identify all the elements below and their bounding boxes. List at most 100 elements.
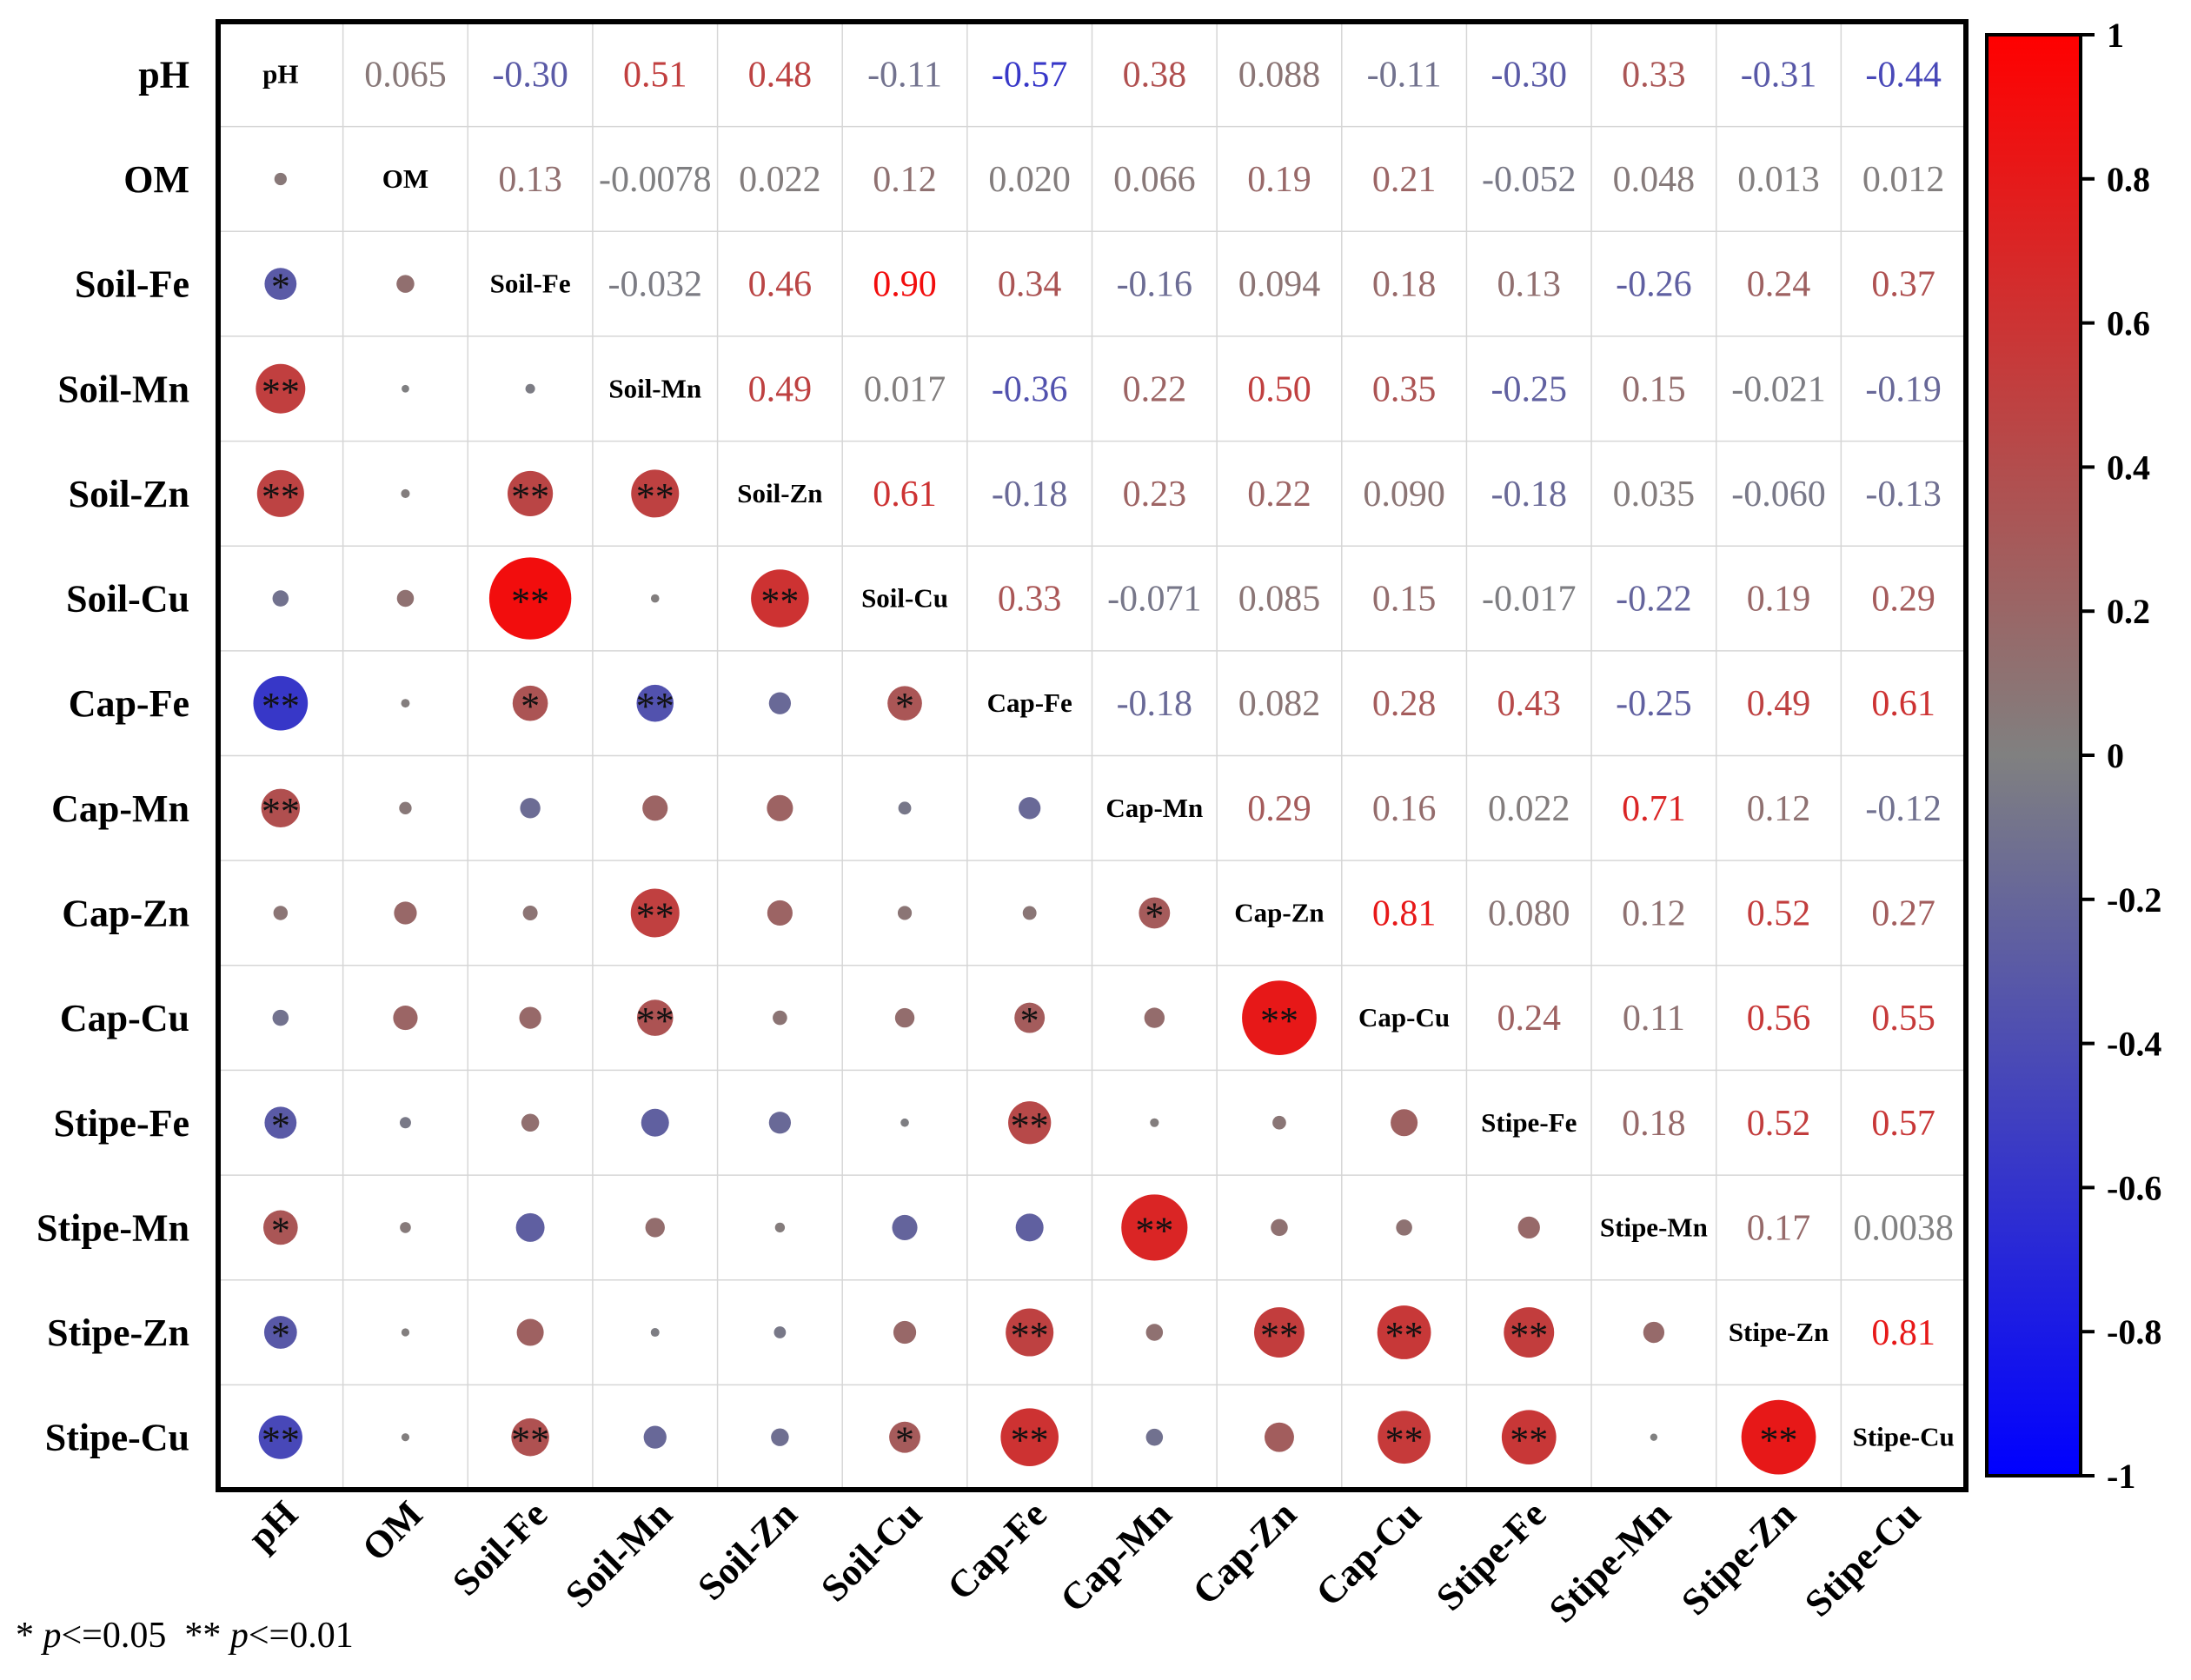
diag-label-om: OM bbox=[382, 163, 428, 194]
corr-circle bbox=[515, 1212, 545, 1242]
row-label-stipe-cu: Stipe-Cu bbox=[45, 1417, 189, 1459]
significance-mark: ** bbox=[1011, 1419, 1049, 1462]
coef-label: 0.55 bbox=[1871, 999, 1935, 1039]
coef-label: -0.26 bbox=[1616, 265, 1692, 305]
coef-label: 0.28 bbox=[1372, 684, 1437, 724]
coef-label: 0.18 bbox=[1372, 265, 1437, 305]
significance-mark: * bbox=[271, 1314, 290, 1357]
diag-label-soil-cu: Soil-Cu bbox=[861, 583, 948, 614]
col-label-stipe-mn: Stipe-Mn bbox=[1541, 1492, 1679, 1630]
row-label-cap-zn: Cap-Zn bbox=[62, 892, 189, 934]
coef-label: -0.16 bbox=[1117, 265, 1193, 305]
significance-mark: ** bbox=[1135, 1209, 1173, 1252]
col-label-stipe-fe: Stipe-Fe bbox=[1428, 1492, 1554, 1618]
corr-circle bbox=[642, 795, 668, 821]
corr-circle bbox=[1145, 1428, 1164, 1446]
corr-circle bbox=[889, 1421, 920, 1453]
corr-circle bbox=[1271, 1218, 1288, 1237]
coef-label: -0.25 bbox=[1491, 369, 1568, 409]
col-label-soil-mn: Soil-Mn bbox=[557, 1492, 681, 1616]
note-star-double: ** bbox=[184, 1616, 222, 1656]
corr-circle bbox=[263, 1316, 297, 1349]
corr-circle bbox=[1650, 1433, 1658, 1441]
colorbar-tick-label: 0.8 bbox=[2107, 160, 2150, 199]
corr-circle bbox=[1377, 1305, 1431, 1359]
significance-mark: ** bbox=[1011, 1314, 1049, 1357]
diag-label-cap-fe: Cap-Fe bbox=[987, 687, 1072, 718]
coef-label: 0.71 bbox=[1622, 789, 1686, 829]
corr-circle bbox=[1272, 1115, 1286, 1130]
corr-circle bbox=[645, 1218, 665, 1238]
col-label-cap-zn: Cap-Zn bbox=[1185, 1492, 1305, 1612]
corr-circle bbox=[1150, 1118, 1159, 1127]
coef-label: 0.088 bbox=[1238, 55, 1321, 95]
col-label-soil-zn: Soil-Zn bbox=[689, 1492, 805, 1608]
significance-mark: * bbox=[895, 1419, 914, 1462]
col-label-cap-cu: Cap-Cu bbox=[1308, 1492, 1430, 1614]
row-label-stipe-mn: Stipe-Mn bbox=[37, 1206, 189, 1249]
corr-circle bbox=[258, 1415, 302, 1459]
coef-label: 0.17 bbox=[1747, 1208, 1811, 1248]
corr-circle bbox=[256, 363, 306, 414]
diag-label-stipe-cu: Stipe-Cu bbox=[1853, 1422, 1955, 1452]
coef-label: -0.017 bbox=[1482, 580, 1577, 620]
corr-circle bbox=[1139, 897, 1171, 929]
corr-circle bbox=[256, 469, 304, 517]
coef-label: 0.29 bbox=[1247, 789, 1311, 829]
corr-circle bbox=[272, 1009, 289, 1026]
coef-label: 0.035 bbox=[1613, 475, 1696, 515]
corr-circle bbox=[1265, 1422, 1294, 1452]
coef-label: -0.44 bbox=[1865, 55, 1942, 95]
corr-circle bbox=[488, 557, 572, 640]
col-label-om: OM bbox=[354, 1492, 430, 1569]
coef-label: 0.0038 bbox=[1853, 1208, 1954, 1248]
corr-circle bbox=[1006, 1308, 1054, 1357]
coef-label: 0.51 bbox=[623, 55, 687, 95]
colorbar: 1 0.8 0.6 0.4 0.2 0 -0.2 -0.4 -0.6 -0.8 -1 bbox=[1985, 16, 2161, 1496]
colorbar-tick-label: 0.4 bbox=[2107, 448, 2150, 487]
coef-label: -0.30 bbox=[1491, 55, 1568, 95]
corr-circle bbox=[1391, 1109, 1418, 1137]
significance-mark: ** bbox=[636, 475, 674, 518]
corr-circle bbox=[525, 383, 535, 394]
corr-circle bbox=[1008, 1101, 1052, 1145]
diag-label-ph: pH bbox=[262, 58, 298, 89]
corr-circle bbox=[272, 590, 289, 607]
coef-label: 0.49 bbox=[748, 369, 813, 409]
corr-circle bbox=[1242, 980, 1317, 1055]
corr-circle bbox=[274, 172, 287, 186]
corr-circle bbox=[401, 488, 410, 498]
corr-circle bbox=[767, 900, 793, 926]
significance-mark: ** bbox=[511, 475, 549, 518]
corr-circle bbox=[893, 1320, 917, 1345]
coef-label: -0.36 bbox=[992, 369, 1068, 409]
coef-label: 0.082 bbox=[1238, 684, 1321, 724]
coef-label: 0.81 bbox=[1372, 893, 1437, 933]
corr-circle bbox=[516, 1318, 544, 1346]
significance-mark: ** bbox=[262, 790, 300, 833]
coef-label: 0.12 bbox=[1747, 789, 1811, 829]
coef-label: 0.52 bbox=[1747, 893, 1811, 933]
corr-circle bbox=[771, 1428, 789, 1446]
corr-circle bbox=[399, 801, 412, 814]
col-label-stipe-zn: Stipe-Zn bbox=[1673, 1492, 1803, 1623]
coef-label: 0.57 bbox=[1871, 1104, 1935, 1144]
corr-circle bbox=[1121, 1194, 1188, 1261]
plot-frame bbox=[216, 19, 1969, 1492]
coef-label: -0.11 bbox=[1367, 55, 1442, 95]
colorbar-tick-label: 1 bbox=[2107, 16, 2124, 55]
significance-mark: * bbox=[271, 1105, 290, 1147]
note-p-double: p bbox=[229, 1616, 249, 1656]
corr-circle bbox=[508, 470, 554, 516]
coef-label: 0.49 bbox=[1747, 684, 1811, 724]
coef-label: 0.38 bbox=[1123, 55, 1187, 95]
coef-label: 0.48 bbox=[748, 55, 813, 95]
colorbar-tick-label: -1 bbox=[2107, 1457, 2135, 1496]
coef-label: 0.23 bbox=[1123, 475, 1187, 515]
coef-label: 0.24 bbox=[1747, 265, 1811, 305]
corr-circle bbox=[900, 1118, 909, 1127]
coef-label: 0.33 bbox=[1622, 55, 1686, 95]
coef-label: 0.18 bbox=[1622, 1104, 1686, 1144]
significance-mark: ** bbox=[262, 1419, 300, 1462]
col-label-cap-mn: Cap-Mn bbox=[1052, 1492, 1179, 1620]
